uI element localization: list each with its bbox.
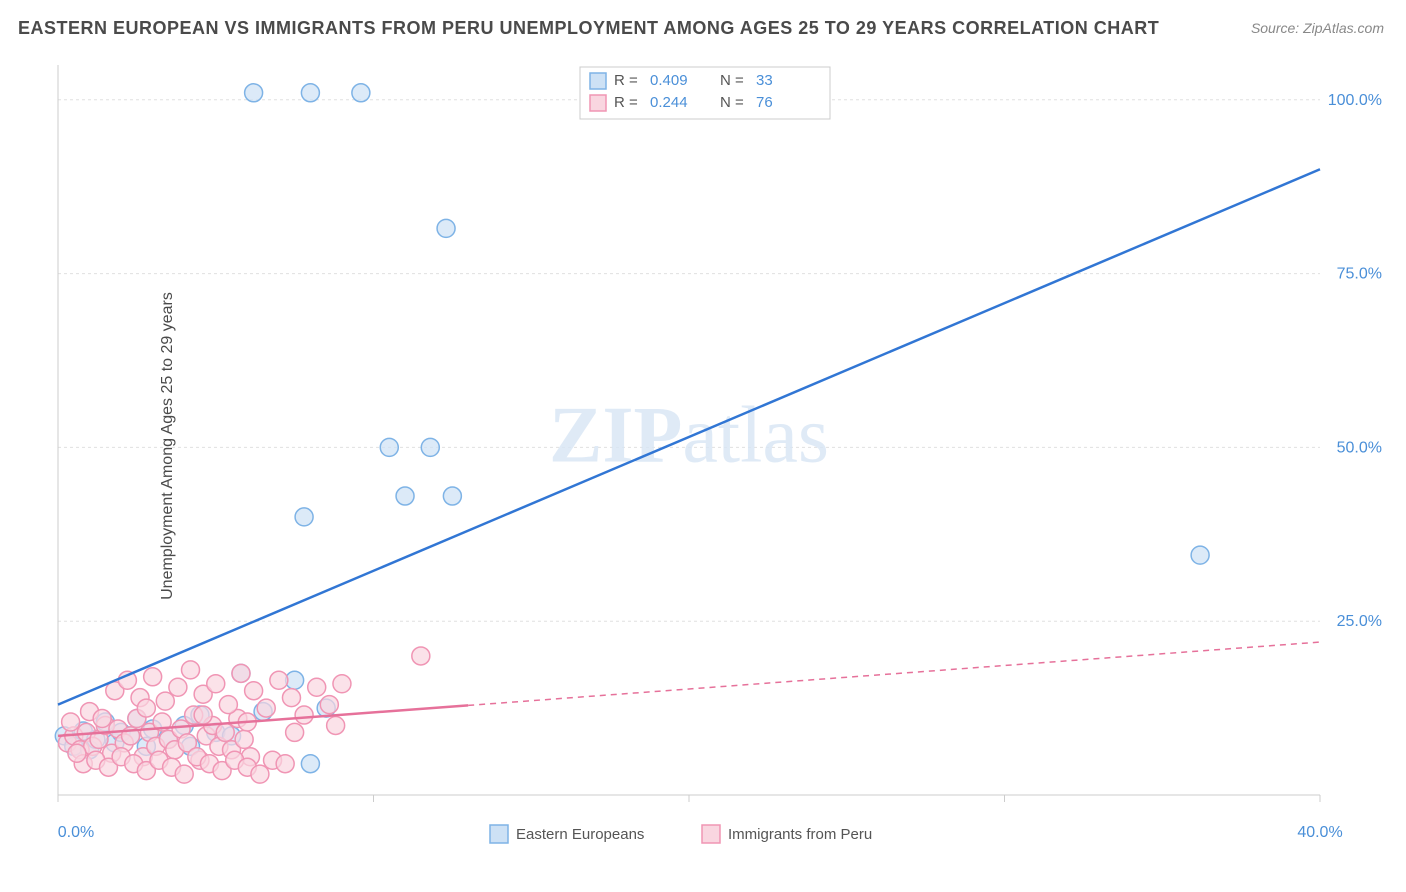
scatter-point-pink <box>245 682 263 700</box>
stats-n-label: N = <box>720 72 744 89</box>
stats-r-label: R = <box>614 72 638 89</box>
scatter-point-blue <box>1191 546 1209 564</box>
stats-n-label: N = <box>720 94 744 111</box>
plot-area: 25.0% 50.0% 75.0% 100.0% 0.0% 40.0% ZIPatlas R … <box>50 55 1390 845</box>
stats-r-value: 0.244 <box>650 94 688 111</box>
scatter-point-pink <box>327 716 345 734</box>
scatter-point-pink <box>169 678 187 696</box>
scatter-point-pink <box>282 689 300 707</box>
scatter-point-pink <box>251 765 269 783</box>
scatter-point-blue <box>437 219 455 237</box>
chart-title: EASTERN EUROPEAN VS IMMIGRANTS FROM PERU… <box>18 18 1159 39</box>
scatter-point-pink <box>333 675 351 693</box>
scatter-point-pink <box>93 710 111 728</box>
scatter-point-pink <box>156 692 174 710</box>
scatter-point-pink <box>194 706 212 724</box>
legend-swatch <box>490 825 508 843</box>
stats-n-value: 76 <box>756 94 773 111</box>
scatter-point-pink <box>137 699 155 717</box>
chart-svg: 25.0% 50.0% 75.0% 100.0% 0.0% 40.0% ZIPatlas R … <box>50 55 1390 845</box>
regression-line-pink-dashed <box>468 642 1320 705</box>
scatter-point-blue <box>295 508 313 526</box>
stats-n-value: 33 <box>756 72 773 89</box>
scatter-point-pink <box>286 723 304 741</box>
y-tick-label: 50.0% <box>1337 439 1382 456</box>
scatter-point-blue <box>396 487 414 505</box>
scatter-point-pink <box>270 671 288 689</box>
scatter-point-blue <box>380 438 398 456</box>
scatter-point-pink <box>216 723 234 741</box>
legend-label: Eastern Europeans <box>516 826 644 843</box>
scatter-point-pink <box>182 661 200 679</box>
scatter-point-pink <box>412 647 430 665</box>
scatter-point-pink <box>295 706 313 724</box>
scatter-point-pink <box>144 668 162 686</box>
x-tick-label: 40.0% <box>1297 824 1342 841</box>
scatter-point-blue <box>443 487 461 505</box>
scatter-point-pink <box>308 678 326 696</box>
scatter-point-pink <box>68 744 86 762</box>
scatter-point-pink <box>232 664 250 682</box>
regression-line-blue <box>58 169 1320 704</box>
scatter-point-pink <box>235 730 253 748</box>
scatter-point-blue <box>301 84 319 102</box>
stats-r-label: R = <box>614 94 638 111</box>
stats-r-value: 0.409 <box>650 72 688 89</box>
stats-swatch <box>590 95 606 111</box>
watermark: ZIPatlas <box>549 391 829 479</box>
scatter-point-pink <box>257 699 275 717</box>
scatter-point-blue <box>352 84 370 102</box>
scatter-point-blue <box>245 84 263 102</box>
scatter-point-pink <box>175 765 193 783</box>
scatter-point-blue <box>421 438 439 456</box>
scatter-point-blue <box>301 755 319 773</box>
x-tick-label: 0.0% <box>58 824 94 841</box>
legend-swatch <box>702 825 720 843</box>
y-tick-label: 25.0% <box>1337 613 1382 630</box>
scatter-point-pink <box>207 675 225 693</box>
scatter-point-pink <box>219 696 237 714</box>
legend-label: Immigrants from Peru <box>728 826 872 843</box>
scatter-point-pink <box>276 755 294 773</box>
source-label: Source: ZipAtlas.com <box>1251 20 1384 36</box>
y-tick-label: 75.0% <box>1337 266 1382 283</box>
stats-swatch <box>590 73 606 89</box>
scatter-point-pink <box>62 713 80 731</box>
y-tick-label: 100.0% <box>1328 92 1382 109</box>
scatter-point-pink <box>320 696 338 714</box>
